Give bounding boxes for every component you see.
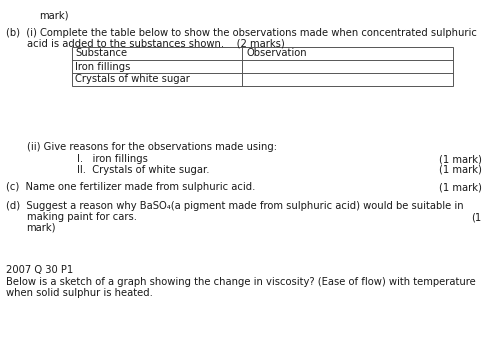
Text: I.   iron fillings: I. iron fillings: [77, 154, 148, 164]
Text: acid is added to the substances shown.    (2 marks): acid is added to the substances shown. (…: [27, 39, 285, 49]
Text: (1 mark): (1 mark): [439, 165, 482, 175]
Text: Below is a sketch of a graph showing the change in viscosity? (Ease of flow) wit: Below is a sketch of a graph showing the…: [6, 277, 476, 287]
Bar: [72, 47, 453, 86]
Text: mark): mark): [27, 223, 56, 233]
Text: Substance: Substance: [75, 49, 127, 59]
Text: 2007 Q 30 P1: 2007 Q 30 P1: [6, 265, 73, 275]
Text: (1 mark): (1 mark): [439, 154, 482, 164]
Text: (1: (1: [471, 212, 482, 222]
Text: Iron fillings: Iron fillings: [75, 61, 130, 71]
Text: Observation: Observation: [247, 49, 307, 59]
Text: (d)  Suggest a reason why BaSO₄(a pigment made from sulphuric acid) would be sui: (d) Suggest a reason why BaSO₄(a pigment…: [6, 201, 464, 211]
Text: (ii) Give reasons for the observations made using:: (ii) Give reasons for the observations m…: [27, 142, 277, 152]
Text: when solid sulphur is heated.: when solid sulphur is heated.: [6, 288, 152, 298]
Text: making paint for cars.: making paint for cars.: [27, 212, 136, 222]
Text: Crystals of white sugar: Crystals of white sugar: [75, 74, 190, 85]
Text: (1 mark): (1 mark): [439, 182, 482, 192]
Text: mark): mark): [39, 11, 68, 21]
Text: II.  Crystals of white sugar.: II. Crystals of white sugar.: [77, 165, 210, 175]
Text: (c)  Name one fertilizer made from sulphuric acid.: (c) Name one fertilizer made from sulphu…: [6, 182, 255, 192]
Text: (b)  (i) Complete the table below to show the observations made when concentrate: (b) (i) Complete the table below to show…: [6, 28, 477, 38]
